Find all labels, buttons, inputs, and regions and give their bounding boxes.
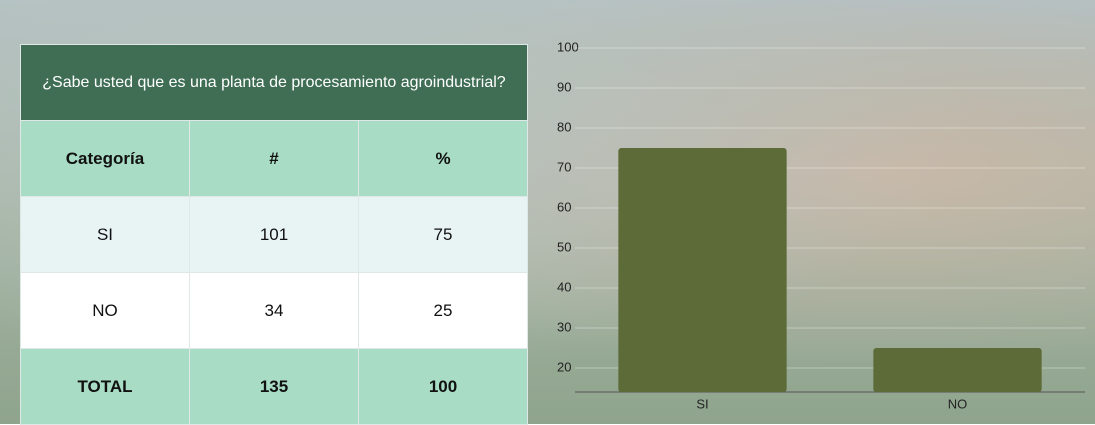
cell: 34 <box>189 272 359 349</box>
y-tick-label: 20 <box>557 359 571 374</box>
header-cell: % <box>358 120 528 197</box>
x-tick-label: SI <box>696 396 708 411</box>
data-table: ¿Sabe usted que es una planta de procesa… <box>20 44 528 425</box>
y-tick-label: 70 <box>557 159 571 174</box>
y-tick-label: 60 <box>557 199 571 214</box>
y-tick-label: 50 <box>557 239 571 254</box>
cell: SI <box>20 196 190 273</box>
header-cell: Categoría <box>20 120 190 197</box>
bar <box>873 348 1042 392</box>
cell: 25 <box>358 272 528 349</box>
cell: 75 <box>358 196 528 273</box>
total-cell: 135 <box>189 348 359 425</box>
cell: NO <box>20 272 190 349</box>
y-tick-label: 30 <box>557 319 571 334</box>
total-cell: TOTAL <box>20 348 190 425</box>
total-cell: 100 <box>358 348 528 425</box>
bar <box>618 148 787 392</box>
table-title: ¿Sabe usted que es una planta de procesa… <box>20 44 528 121</box>
y-tick-label: 40 <box>557 279 571 294</box>
y-tick-label: 80 <box>557 119 571 134</box>
y-tick-label: 100 <box>557 39 579 54</box>
x-tick-label: NO <box>948 396 968 411</box>
header-cell: # <box>189 120 359 197</box>
y-tick-label: 90 <box>557 79 571 94</box>
